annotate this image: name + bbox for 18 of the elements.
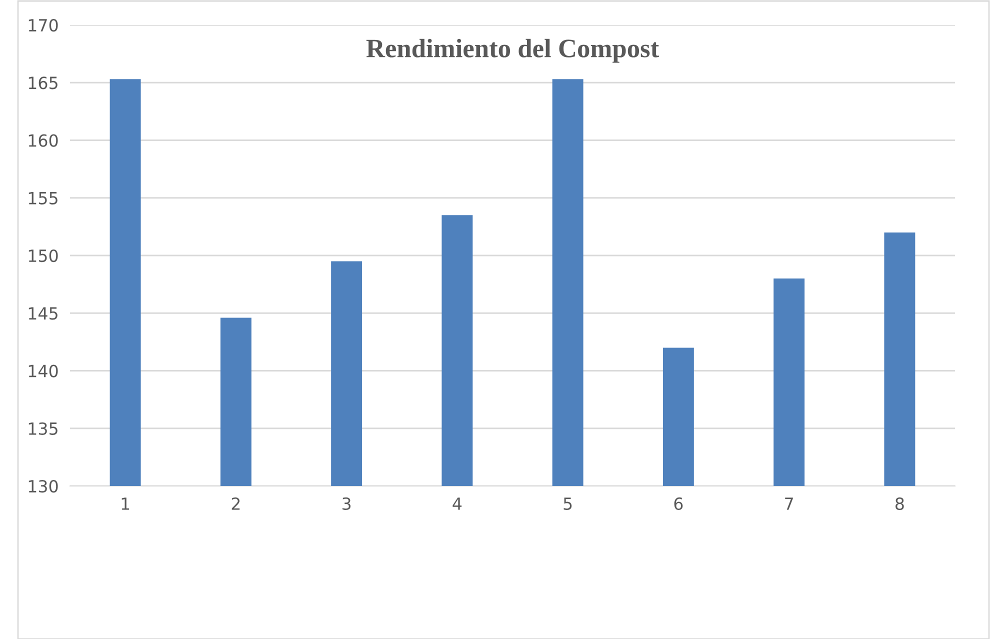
x-tick-label: 4 xyxy=(452,498,462,510)
y-tick-label: 155 xyxy=(28,192,58,204)
x-tick-label: 6 xyxy=(674,497,683,510)
x-tick-label: 8 xyxy=(896,497,904,510)
y-tick-label: 160 xyxy=(28,134,58,147)
y-tick-label: 130 xyxy=(28,480,58,493)
x-tick-label: 1 xyxy=(122,498,130,510)
y-tick-label: 165 xyxy=(28,76,58,90)
y-tick-label: 170 xyxy=(28,18,58,32)
y-tick-label: 135 xyxy=(28,422,58,435)
x-tick-label: 3 xyxy=(342,497,351,510)
y-tick-label: 150 xyxy=(28,249,58,262)
y-tick-label: 140 xyxy=(28,364,58,378)
x-tick-label: 2 xyxy=(232,497,240,510)
y-tick-label: 145 xyxy=(28,307,58,320)
x-tick-label: 7 xyxy=(785,498,793,510)
chart-title: Rendimiento del Compost xyxy=(366,38,659,63)
x-tick-label: 5 xyxy=(564,498,572,510)
